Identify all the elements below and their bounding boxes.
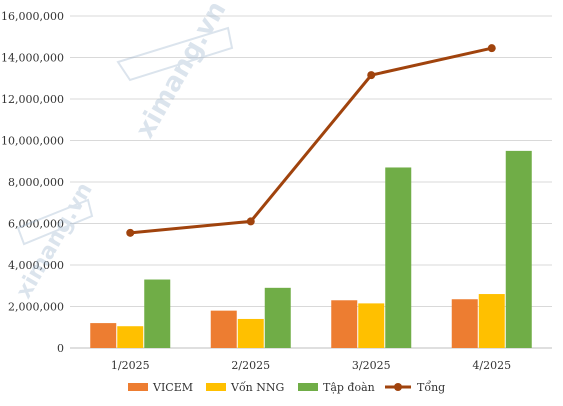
- line-point: [367, 71, 376, 80]
- y-tick-label: 2,000,000: [8, 301, 64, 314]
- line-series: [130, 46, 493, 235]
- line-point: [487, 44, 496, 53]
- x-tick-label: 3/2025: [352, 359, 391, 372]
- bar: [90, 323, 117, 348]
- watermark-text: ximang.vn: [130, 0, 232, 143]
- bar: [117, 326, 144, 348]
- bar: [358, 303, 385, 348]
- y-axis: 0 2,000,000 4,000,000 6,000,000 8,000,000 10,…: [1, 10, 64, 355]
- y-tick-label: 8,000,000: [8, 176, 64, 189]
- y-tick-label: 14,000,000: [1, 52, 64, 65]
- bar: [210, 310, 237, 348]
- y-tick-label: 16,000,000: [1, 10, 64, 23]
- legend-swatch: [206, 383, 226, 391]
- x-tick-label: 2/2025: [231, 359, 270, 372]
- total-line: [126, 44, 496, 237]
- bar: [385, 167, 412, 348]
- legend-label: Vốn NNG: [230, 381, 284, 394]
- legend-swatch: [128, 383, 148, 391]
- y-tick-label: 4,000,000: [8, 259, 64, 272]
- legend-swatch: [298, 383, 318, 391]
- bars: [90, 150, 532, 348]
- legend-label: Tập đoàn: [323, 381, 375, 394]
- legend-label: VICEM: [152, 381, 193, 394]
- y-tick-label: 6,000,000: [8, 218, 64, 231]
- y-tick-label: 0: [57, 342, 64, 355]
- bar: [331, 300, 358, 348]
- line-point: [126, 228, 135, 237]
- line-point: [246, 217, 255, 226]
- watermark-text: ximang.vn: [12, 179, 98, 303]
- y-tick-label: 12,000,000: [1, 93, 64, 106]
- bar: [451, 299, 478, 348]
- legend-label: Tổng: [417, 381, 445, 394]
- y-tick-label: 10,000,000: [1, 135, 64, 148]
- bar: [505, 150, 532, 348]
- bar: [478, 294, 505, 348]
- x-tick-label: 4/2025: [472, 359, 511, 372]
- bar: [264, 287, 291, 348]
- legend-marker: [394, 383, 402, 391]
- bar: [237, 318, 264, 348]
- x-tick-label: 1/2025: [111, 359, 150, 372]
- bar: [144, 279, 171, 348]
- x-axis: 1/2025 2/2025 3/2025 4/2025: [111, 359, 511, 372]
- legend: VICEM Vốn NNG Tập đoàn Tổng: [128, 381, 445, 394]
